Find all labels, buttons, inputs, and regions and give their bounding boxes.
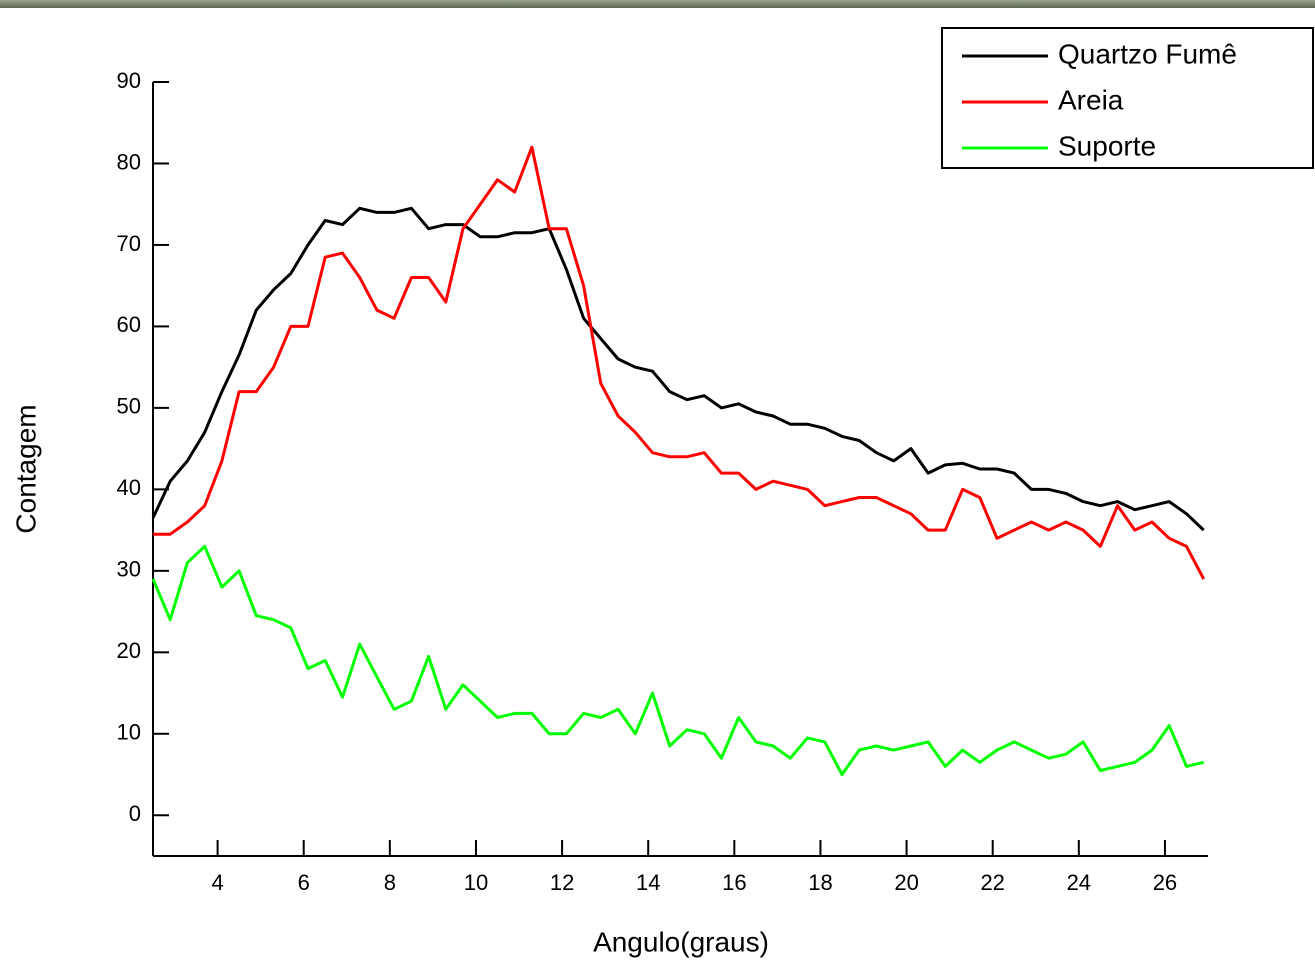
x-tick-label: 14	[636, 870, 660, 895]
y-tick-label: 80	[117, 149, 141, 174]
y-tick-label: 20	[117, 638, 141, 663]
x-tick-label: 22	[980, 870, 1004, 895]
legend-label: Suporte	[1058, 130, 1156, 161]
series-line	[151, 544, 1205, 776]
y-tick-label: 40	[117, 475, 141, 500]
series-line	[153, 145, 1206, 580]
y-tick-label: 90	[117, 68, 141, 93]
x-tick-label: 12	[550, 870, 574, 895]
y-tick-label: 60	[117, 312, 141, 337]
y-tick-label: 50	[117, 394, 141, 419]
x-tick-label: 24	[1067, 870, 1091, 895]
x-tick-label: 18	[808, 870, 832, 895]
x-tick-label: 4	[211, 870, 223, 895]
x-tick-label: 6	[298, 870, 310, 895]
y-axis-label: Contagem	[10, 404, 41, 533]
y-tick-label: 70	[117, 231, 141, 256]
x-tick-label: 10	[464, 870, 488, 895]
x-tick-label: 16	[722, 870, 746, 895]
x-axis-label: Angulo(graus)	[593, 926, 769, 957]
y-tick-label: 0	[129, 801, 141, 826]
y-tick-label: 10	[117, 720, 141, 745]
y-tick-label: 30	[117, 557, 141, 582]
window-bar	[0, 0, 1315, 8]
series-line	[151, 206, 1205, 532]
legend-label: Quartzo Fumê	[1058, 38, 1237, 69]
x-tick-label: 20	[894, 870, 918, 895]
x-tick-label: 8	[384, 870, 396, 895]
x-tick-label: 26	[1153, 870, 1177, 895]
legend-label: Areia	[1058, 84, 1124, 115]
legend-box	[941, 27, 1314, 169]
